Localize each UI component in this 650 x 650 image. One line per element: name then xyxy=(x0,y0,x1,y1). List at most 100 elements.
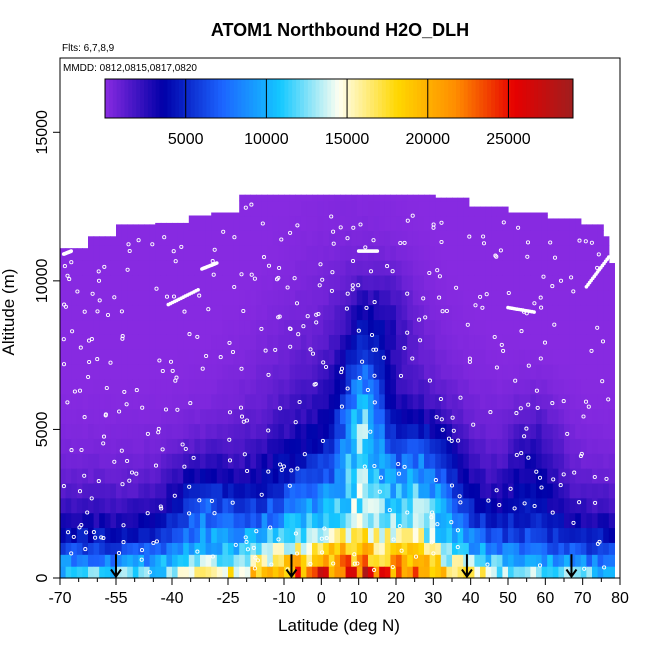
field-cell xyxy=(261,349,268,365)
field-cell xyxy=(205,245,212,261)
field-cell xyxy=(239,468,246,484)
sample-point xyxy=(102,264,107,269)
field-cell xyxy=(597,364,604,380)
field-cell xyxy=(256,364,263,380)
sample-point xyxy=(481,234,486,239)
field-cell xyxy=(558,542,565,555)
colorbar-segment xyxy=(401,79,406,118)
field-cell xyxy=(356,497,363,514)
field-cell xyxy=(608,364,615,380)
field-cell xyxy=(580,245,587,261)
colorbar-segment xyxy=(487,79,492,118)
field-cell xyxy=(289,438,296,454)
sample-point xyxy=(352,552,357,557)
field-cell xyxy=(261,554,268,567)
field-cell xyxy=(401,245,408,261)
field-cell xyxy=(452,542,459,555)
field-cell xyxy=(65,289,72,306)
field-cell xyxy=(312,438,319,454)
field-cell xyxy=(323,468,330,484)
field-cell xyxy=(188,349,195,365)
field-cell xyxy=(93,453,100,469)
colorbar-segment xyxy=(565,79,570,118)
field-cell xyxy=(569,230,576,246)
field-cell xyxy=(278,215,285,231)
field-cell xyxy=(418,408,425,425)
field-cell xyxy=(110,438,117,454)
field-cell xyxy=(424,497,431,514)
sample-point xyxy=(537,475,543,480)
field-cell xyxy=(575,438,582,454)
field-cell xyxy=(396,215,403,231)
field-cell xyxy=(480,527,487,543)
field-cell xyxy=(116,527,123,543)
field-cell xyxy=(127,554,134,567)
field-cell xyxy=(491,304,498,321)
sample-point xyxy=(604,476,609,481)
field-cell xyxy=(429,527,436,543)
colorbar-segment xyxy=(467,79,473,118)
field-cell xyxy=(278,468,285,484)
field-cell xyxy=(272,245,279,261)
field-cell xyxy=(368,497,375,514)
field-cell xyxy=(362,453,369,469)
field-cell xyxy=(289,393,296,410)
field-cell xyxy=(424,334,431,350)
field-cell xyxy=(132,349,139,365)
field-cell xyxy=(284,482,291,499)
field-cell xyxy=(239,527,246,543)
field-cell xyxy=(345,554,352,567)
sample-point xyxy=(561,472,566,477)
sample-point xyxy=(583,239,588,244)
field-cell xyxy=(216,274,223,291)
field-cell xyxy=(138,349,145,365)
field-cell xyxy=(261,453,268,469)
sample-point xyxy=(151,540,156,546)
field-cell xyxy=(513,319,520,335)
field-cell xyxy=(239,497,246,514)
field-cell xyxy=(390,378,397,395)
field-cell xyxy=(407,319,414,335)
field-cell xyxy=(463,319,470,335)
field-cell xyxy=(608,512,615,529)
field-cell xyxy=(99,364,106,380)
field-cell xyxy=(373,194,380,202)
field-cell xyxy=(334,542,341,555)
field-cell xyxy=(261,260,268,276)
field-cell xyxy=(429,200,436,217)
field-cell xyxy=(480,215,487,231)
field-cell xyxy=(519,260,526,276)
field-cell xyxy=(65,378,72,395)
field-cell xyxy=(373,393,380,410)
colorbar-segment xyxy=(296,79,301,118)
field-cell xyxy=(295,438,302,454)
field-cell xyxy=(368,453,375,469)
field-cell xyxy=(390,393,397,410)
sample-point xyxy=(329,214,334,219)
flight-leg-point xyxy=(215,261,219,265)
field-cell xyxy=(491,453,498,469)
field-cell xyxy=(519,215,526,231)
field-cell xyxy=(396,378,403,395)
field-cell xyxy=(267,453,274,469)
field-cell xyxy=(603,319,610,335)
field-cell xyxy=(496,364,503,380)
sample-point xyxy=(288,344,293,349)
field-cell xyxy=(188,274,195,291)
field-cell xyxy=(104,468,111,484)
field-cell xyxy=(205,423,212,439)
field-cell xyxy=(222,349,229,365)
colorbar-segment xyxy=(159,79,164,118)
field-cell xyxy=(597,289,604,306)
field-cell xyxy=(76,334,83,350)
field-cell xyxy=(536,378,543,395)
field-cell xyxy=(272,527,279,543)
colorbar-segment xyxy=(522,79,527,118)
field-cell xyxy=(440,215,447,231)
field-cell xyxy=(379,566,386,579)
field-cell xyxy=(121,438,128,454)
field-cell xyxy=(166,453,173,469)
colorbar-segment xyxy=(167,79,172,118)
field-cell xyxy=(239,334,246,350)
sample-point xyxy=(278,462,283,467)
